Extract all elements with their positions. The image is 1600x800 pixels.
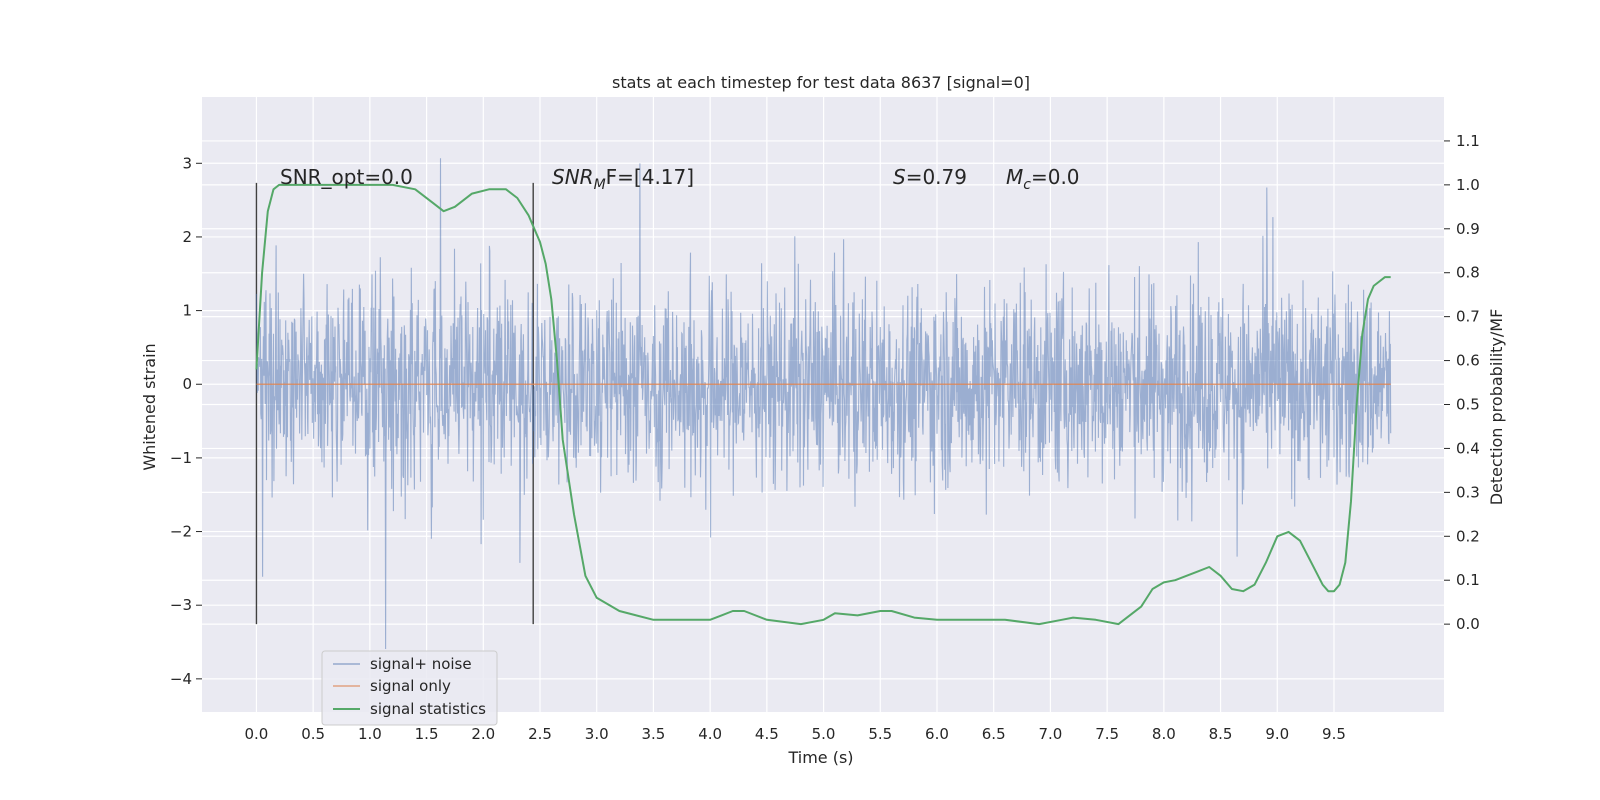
series-signal-statistics-group bbox=[255, 183, 1391, 626]
left-y-tick-label: −3 bbox=[170, 596, 192, 614]
annotation-mc-sub: c bbox=[1023, 177, 1031, 193]
annotation-snr-mf: SNRMF=[4.17] bbox=[552, 165, 694, 193]
right-y-tick-label: 0.1 bbox=[1456, 571, 1480, 589]
x-axis-label: Time (s) bbox=[787, 748, 853, 767]
right-y-tick-label: 0.3 bbox=[1456, 483, 1480, 501]
annotation-snr-mf-sub: M bbox=[594, 177, 606, 193]
chart-title: stats at each timestep for test data 863… bbox=[612, 73, 1030, 92]
x-tick-label: 3.5 bbox=[642, 725, 666, 743]
x-tick-label: 1.5 bbox=[415, 725, 439, 743]
x-tick-label: 8.0 bbox=[1152, 725, 1176, 743]
left-y-tick-label: 0 bbox=[182, 375, 192, 393]
x-tick-label: 7.5 bbox=[1095, 725, 1119, 743]
x-tick-label: 2.5 bbox=[528, 725, 552, 743]
series-signal-statistics bbox=[255, 183, 1391, 626]
x-tick-label: 8.5 bbox=[1209, 725, 1233, 743]
x-tick-label: 0.0 bbox=[245, 725, 269, 743]
series-signal-plus-noise bbox=[255, 158, 1392, 650]
annotation-mc: Mc=0.0 bbox=[1006, 165, 1080, 193]
series-signal-plus-noise-line bbox=[255, 158, 1392, 650]
left-y-tick-label: 3 bbox=[182, 154, 192, 172]
right-y-tick-label: 0.5 bbox=[1456, 396, 1480, 414]
x-tick-label: 4.0 bbox=[698, 725, 722, 743]
right-y-tick-label: 0.6 bbox=[1456, 352, 1480, 370]
x-tick-label: 6.5 bbox=[982, 725, 1006, 743]
right-y-tick-label: 0.7 bbox=[1456, 308, 1480, 326]
annotation-mc-rest: =0.0 bbox=[1031, 165, 1080, 189]
left-y-tick-labels: 3 2 1 0 −1 −2 −3 −4 bbox=[170, 154, 202, 688]
left-y-tick-label: −1 bbox=[170, 449, 192, 467]
x-tick-label: 4.5 bbox=[755, 725, 779, 743]
legend-entry-signal-statistics: signal statistics bbox=[370, 700, 486, 718]
left-y-tick-label: −4 bbox=[170, 670, 192, 688]
left-y-tick-label: 1 bbox=[182, 302, 192, 320]
x-tick-label: 1.0 bbox=[358, 725, 382, 743]
annotation-snr-opt: SNR_opt=0.0 bbox=[280, 165, 413, 189]
annotation-s-main: S bbox=[893, 165, 906, 189]
annotation-snr-mf-rest: F=[4.17] bbox=[606, 165, 694, 189]
legend-entry-signal-plus-noise: signal+ noise bbox=[370, 655, 472, 673]
left-y-axis-label: Whitened strain bbox=[140, 343, 159, 470]
x-tick-label: 3.0 bbox=[585, 725, 609, 743]
legend-box bbox=[321, 650, 498, 726]
x-tick-label: 9.5 bbox=[1322, 725, 1346, 743]
right-y-tick-label: 0.2 bbox=[1456, 527, 1480, 545]
right-y-tick-label: 1.1 bbox=[1456, 132, 1480, 150]
left-y-tick-label: −2 bbox=[170, 523, 192, 541]
right-y-tick-label: 0.4 bbox=[1456, 439, 1480, 457]
x-tick-label: 7.0 bbox=[1038, 725, 1062, 743]
left-y-tick-label: 2 bbox=[182, 228, 192, 246]
x-tick-label: 6.0 bbox=[925, 725, 949, 743]
x-tick-labels: 0.0 0.5 1.0 1.5 2.0 2.5 3.0 3.5 4.0 4.5 5.0 5.5 6.0 6… bbox=[245, 725, 1346, 743]
legend-entry-signal-only: signal only bbox=[370, 677, 451, 695]
legend: signal+ noise signal only signal statist… bbox=[321, 650, 498, 726]
right-y-tick-label: 0.8 bbox=[1456, 264, 1480, 282]
x-tick-label: 9.0 bbox=[1265, 725, 1289, 743]
x-tick-label: 5.5 bbox=[868, 725, 892, 743]
right-y-tick-label: 1.0 bbox=[1456, 176, 1480, 194]
annotation-s: S=0.79 bbox=[893, 165, 967, 189]
annotation-s-rest: =0.79 bbox=[906, 165, 967, 189]
right-y-tick-label: 0.9 bbox=[1456, 220, 1480, 238]
right-y-tick-label: 0.0 bbox=[1456, 615, 1480, 633]
annotation-mc-main: M bbox=[1006, 165, 1023, 189]
x-tick-label: 0.5 bbox=[301, 725, 325, 743]
annotation-snr-mf-main: SNR bbox=[552, 165, 594, 189]
right-y-tick-labels: 1.1 1.0 0.9 0.8 0.7 0.6 0.5 0.4 0.3 0.2 0.1 0.0 bbox=[1444, 132, 1480, 633]
x-tick-label: 2.0 bbox=[471, 725, 495, 743]
x-tick-label: 5.0 bbox=[812, 725, 836, 743]
right-y-axis-label: Detection probability/MF bbox=[1487, 309, 1506, 506]
